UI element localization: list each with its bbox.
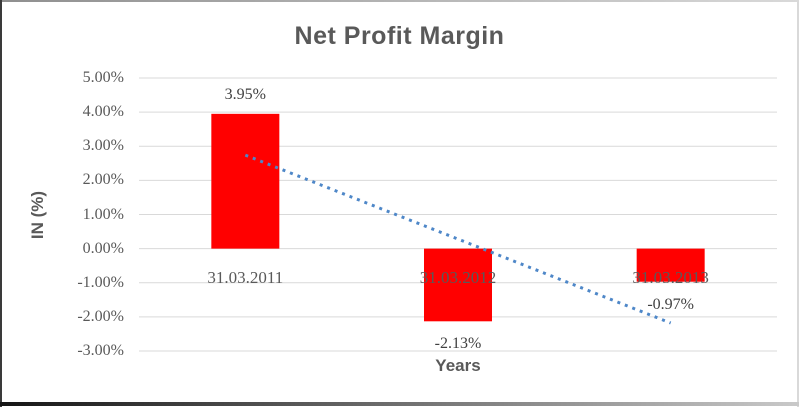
bar-31.03.2011	[211, 113, 280, 249]
frame-border-top	[0, 0, 799, 2]
frame-border-bottom	[0, 402, 799, 406]
frame-border-left	[0, 0, 2, 407]
bar-31.03.2012	[424, 248, 492, 322]
chart-title: Net Profit Margin	[294, 22, 505, 50]
bar-31.03.2013	[636, 248, 705, 282]
y-axis-title: IN (%)	[28, 190, 47, 239]
frame-border-right	[797, 0, 799, 407]
x-axis-title: Years	[435, 356, 481, 375]
